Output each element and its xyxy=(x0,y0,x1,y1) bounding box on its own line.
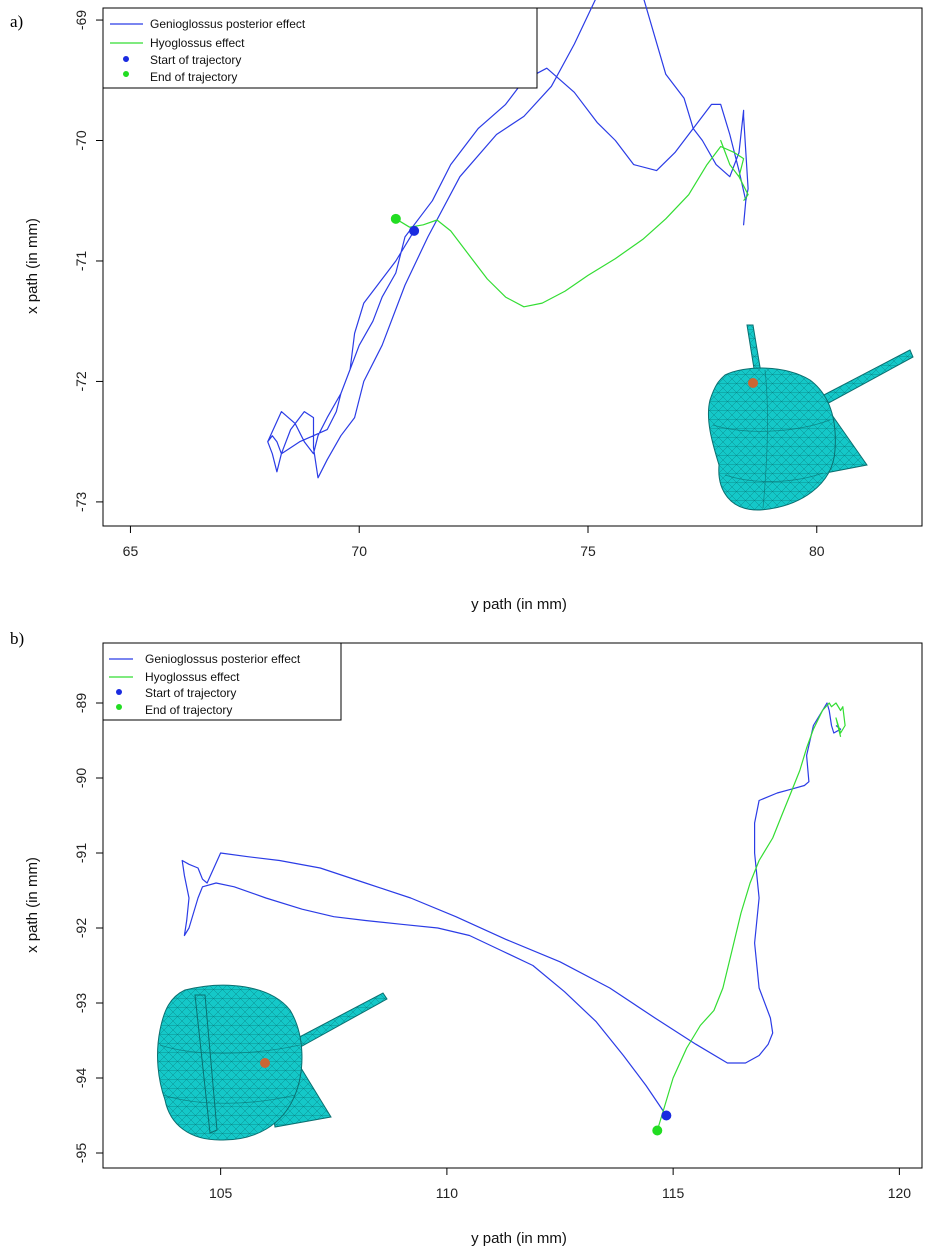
y-tick-label: -89 xyxy=(73,693,89,713)
panel-b-plot-frame xyxy=(102,642,923,1169)
end-marker xyxy=(652,1125,663,1136)
x-tick-label: 65 xyxy=(123,543,139,559)
legend-label-start: Start of trajectory xyxy=(150,53,241,67)
panel-b: b) 105 110 115 120 -89 -90 -91 -92 -93 -94 -95 y … xyxy=(10,629,923,1247)
y-tick-label: -69 xyxy=(73,10,89,30)
y-tick-label: -71 xyxy=(73,251,89,271)
panel-b-series xyxy=(181,702,846,1136)
panel-a-x-axis-title: y path (in mm) xyxy=(471,596,567,613)
start-marker xyxy=(661,1110,672,1121)
hyoglossus-line xyxy=(656,702,846,1131)
legend-label-genioglossus: Genioglossus posterior effect xyxy=(145,652,301,666)
y-tick-label: -70 xyxy=(73,130,89,150)
x-tick-label: 105 xyxy=(209,1185,233,1201)
x-tick-label: 115 xyxy=(662,1185,685,1201)
y-tick-label: -73 xyxy=(73,492,89,512)
panel-a-y-axis-title: x path (in mm) xyxy=(24,218,41,314)
tongue-mesh-icon xyxy=(707,324,914,511)
y-tick-label: -92 xyxy=(73,918,89,938)
legend-label-start: Start of trajectory xyxy=(145,686,236,700)
panel-b-legend: Genioglossus posterior effect Hyoglossus… xyxy=(102,642,342,721)
x-tick-label: 75 xyxy=(580,543,596,559)
legend-label-genioglossus: Genioglossus posterior effect xyxy=(150,17,306,31)
legend-label-hyoglossus: Hyoglossus effect xyxy=(150,36,245,50)
legend-label-end: End of trajectory xyxy=(145,703,232,717)
x-tick-label: 80 xyxy=(809,543,825,559)
genioglossus-line xyxy=(267,0,749,479)
y-tick-label: -95 xyxy=(73,1143,89,1163)
panel-b-y-axis-title: x path (in mm) xyxy=(24,857,41,953)
panel-a-y-axis: -69 -70 -71 -72 -73 xyxy=(73,10,103,512)
legend-swatch-end xyxy=(123,71,129,77)
panel-a-legend: Genioglossus posterior effect Hyoglossus… xyxy=(102,7,538,89)
legend-swatch-start xyxy=(123,56,129,62)
hyoglossus-line xyxy=(395,139,749,308)
legend-label-hyoglossus: Hyoglossus effect xyxy=(145,670,240,684)
x-tick-label: 120 xyxy=(888,1185,912,1201)
x-tick-label: 70 xyxy=(351,543,367,559)
start-marker xyxy=(409,225,420,236)
panel-b-label: b) xyxy=(10,629,24,648)
x-tick-label: 110 xyxy=(436,1185,459,1201)
panel-b-x-axis: 105 110 115 120 xyxy=(209,1168,911,1201)
panel-a: a) 65 70 75 80 -69 -70 -71 -72 -73 y path (in m… xyxy=(10,0,923,613)
legend-label-end: End of trajectory xyxy=(150,70,237,84)
y-tick-label: -72 xyxy=(73,371,89,391)
panel-b-y-axis: -89 -90 -91 -92 -93 -94 -95 xyxy=(73,693,103,1163)
panel-a-label: a) xyxy=(10,12,23,31)
y-tick-label: -94 xyxy=(73,1068,89,1088)
y-tick-label: -90 xyxy=(73,768,89,788)
panel-b-x-axis-title: y path (in mm) xyxy=(471,1230,567,1247)
legend-swatch-end xyxy=(116,704,122,710)
legend-swatch-start xyxy=(116,689,122,695)
panel-a-x-axis: 65 70 75 80 xyxy=(123,526,825,559)
y-tick-label: -91 xyxy=(73,843,89,863)
y-tick-label: -93 xyxy=(73,993,89,1013)
panel-a-series xyxy=(267,0,749,479)
tongue-mesh-icon xyxy=(157,984,388,1141)
end-marker xyxy=(390,213,401,224)
